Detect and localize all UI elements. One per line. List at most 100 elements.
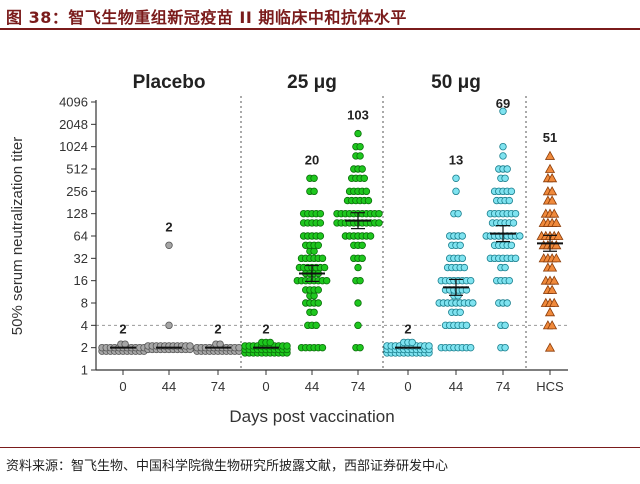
data-point — [354, 299, 362, 307]
gmt-label: 51 — [543, 130, 557, 145]
data-point — [503, 299, 511, 307]
data-point — [544, 307, 556, 317]
data-point — [547, 320, 558, 330]
data-point — [356, 152, 364, 160]
data-point — [462, 321, 471, 330]
group-title: 25 μg — [287, 72, 337, 93]
data-point — [499, 142, 507, 151]
data-point — [547, 262, 558, 272]
x-tick-label: 0 — [262, 379, 269, 394]
data-point — [507, 187, 516, 196]
data-point — [551, 253, 562, 263]
y-tick-label: 512 — [66, 162, 88, 177]
data-point — [511, 209, 520, 218]
data-point — [452, 187, 460, 196]
y-tick-label: 4096 — [59, 95, 88, 110]
data-point — [460, 263, 469, 272]
data-point — [314, 286, 322, 294]
y-tick-label: 8 — [81, 296, 88, 311]
data-point — [516, 232, 524, 240]
data-point — [356, 276, 364, 285]
data-point — [121, 340, 129, 348]
data-point — [358, 165, 366, 173]
data-point — [425, 342, 433, 350]
data-point — [499, 152, 507, 160]
y-tick-label: 64 — [74, 229, 88, 244]
data-point — [549, 208, 560, 218]
y-tick-label: 32 — [74, 251, 88, 266]
data-point — [354, 321, 362, 330]
data-point — [547, 186, 558, 196]
data-point — [358, 254, 366, 263]
data-point — [320, 263, 329, 272]
data-point — [375, 209, 383, 218]
data-point — [235, 343, 243, 352]
data-point — [544, 150, 556, 160]
data-point — [318, 254, 327, 263]
x-tick-label: 74 — [496, 379, 510, 394]
data-point — [314, 299, 322, 307]
data-point — [358, 241, 366, 249]
data-point — [544, 163, 556, 173]
gmt-label: 2 — [262, 322, 269, 337]
data-point — [362, 187, 371, 196]
x-tick-label: HCS — [536, 379, 564, 394]
y-tick-label: 4 — [81, 318, 88, 333]
data-point — [312, 321, 320, 330]
data-point — [507, 241, 516, 249]
title-rule — [0, 28, 640, 30]
x-tick-label: 74 — [351, 379, 365, 394]
data-point — [408, 338, 416, 347]
data-point — [323, 276, 331, 285]
data-point — [547, 173, 558, 183]
x-axis-label: Days post vaccination — [229, 407, 394, 426]
data-point — [456, 308, 464, 316]
data-point — [547, 284, 558, 294]
data-point — [454, 209, 462, 218]
data-point — [366, 232, 375, 240]
y-tick-label: 16 — [74, 273, 88, 288]
x-tick-label: 74 — [211, 379, 225, 394]
data-point — [310, 308, 318, 316]
y-tick-label: 128 — [66, 206, 88, 221]
data-point — [511, 254, 520, 263]
data-point — [360, 174, 368, 182]
group-title: 50 μg — [431, 72, 481, 93]
data-point — [501, 174, 509, 182]
data-point — [354, 129, 362, 138]
data-point — [318, 343, 327, 352]
data-point — [165, 241, 173, 249]
data-point — [216, 340, 224, 348]
data-point — [310, 187, 318, 196]
data-point — [501, 263, 509, 272]
data-point — [266, 338, 274, 347]
y-tick-label: 1024 — [59, 139, 88, 154]
gmt-label: 2 — [165, 219, 172, 234]
data-point — [316, 219, 325, 227]
data-point — [505, 276, 513, 285]
source-note: 资料来源：智飞生物、中国科学院微生物研究所披露文献，西部证券研发中心 — [6, 459, 449, 474]
data-point — [452, 174, 460, 182]
data-point — [549, 297, 560, 307]
gmt-label: 13 — [449, 152, 463, 167]
data-point — [499, 107, 507, 115]
gmt-label: 103 — [347, 108, 369, 123]
x-tick-label: 0 — [119, 379, 126, 394]
data-point — [186, 342, 194, 350]
gmt-label: 20 — [305, 152, 319, 167]
data-point — [501, 321, 509, 330]
data-point — [503, 165, 511, 173]
group-title: Placebo — [133, 72, 206, 93]
figure-title: 图 38：智飞生物重组新冠疫苗 II 期临床中和抗体水平 — [6, 8, 407, 27]
gmt-label: 2 — [404, 322, 411, 337]
y-tick-label: 256 — [66, 184, 88, 199]
data-point — [316, 209, 325, 218]
data-point — [356, 343, 364, 352]
data-point — [364, 196, 373, 205]
y-tick-label: 2 — [81, 340, 88, 355]
data-point — [551, 240, 562, 250]
data-point — [458, 232, 466, 240]
data-point — [505, 196, 513, 205]
y-tick-label: 1 — [81, 363, 88, 378]
